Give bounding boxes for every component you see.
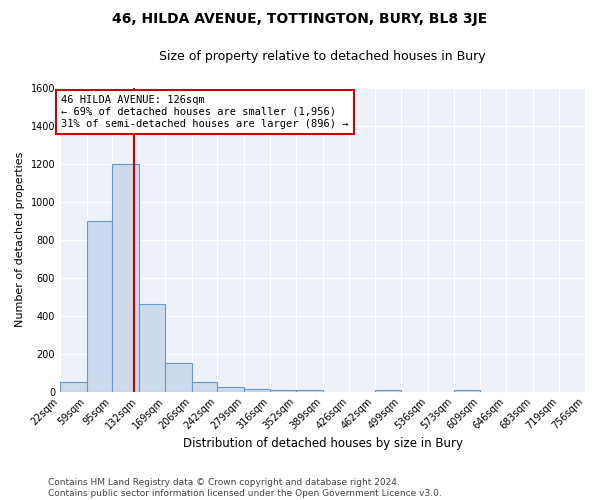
Bar: [191, 382, 217, 392]
Bar: [112, 164, 139, 392]
Title: Size of property relative to detached houses in Bury: Size of property relative to detached ho…: [159, 50, 486, 63]
Bar: [217, 387, 244, 392]
Text: 46 HILDA AVENUE: 126sqm
← 69% of detached houses are smaller (1,956)
31% of semi: 46 HILDA AVENUE: 126sqm ← 69% of detache…: [61, 96, 349, 128]
Bar: [86, 220, 112, 392]
Bar: [296, 390, 323, 392]
Bar: [165, 363, 191, 392]
Y-axis label: Number of detached properties: Number of detached properties: [15, 152, 25, 328]
Bar: [244, 389, 271, 392]
Bar: [454, 390, 480, 392]
Text: Contains HM Land Registry data © Crown copyright and database right 2024.
Contai: Contains HM Land Registry data © Crown c…: [48, 478, 442, 498]
Bar: [375, 390, 401, 392]
Bar: [271, 390, 296, 392]
Bar: [139, 304, 165, 392]
Bar: [60, 382, 86, 392]
Text: 46, HILDA AVENUE, TOTTINGTON, BURY, BL8 3JE: 46, HILDA AVENUE, TOTTINGTON, BURY, BL8 …: [112, 12, 488, 26]
X-axis label: Distribution of detached houses by size in Bury: Distribution of detached houses by size …: [182, 437, 463, 450]
